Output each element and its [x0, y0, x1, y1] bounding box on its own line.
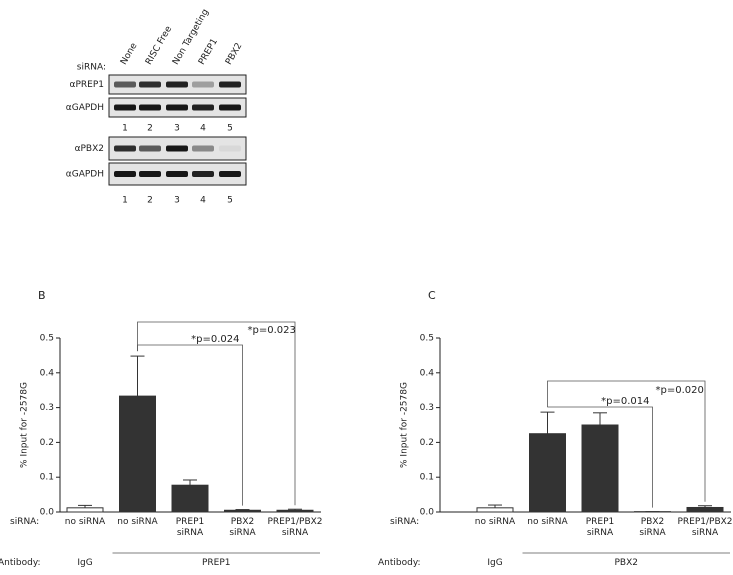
bar — [224, 509, 261, 513]
antibody-label: PBX2 — [614, 558, 639, 568]
blot-band — [166, 145, 188, 152]
antibody-row-label: Antibody: — [0, 558, 41, 568]
blot-band — [114, 171, 136, 177]
y-tick-label: 0.2 — [420, 438, 434, 448]
panel-label: B — [38, 289, 46, 302]
y-tick-label: 0.5 — [420, 334, 434, 344]
lane-number: 4 — [200, 124, 206, 134]
blot-sirna-label: siRNA: — [77, 63, 106, 73]
panel-label: C — [428, 289, 436, 302]
blot-band — [219, 81, 241, 88]
antibody-label: IgG — [77, 558, 93, 568]
lane-number: 1 — [122, 196, 128, 206]
lane-number: 5 — [227, 196, 233, 206]
significance-bracket — [137, 321, 296, 506]
bar — [476, 507, 514, 513]
blot-row-label: αPBX2 — [75, 144, 104, 154]
x-tick-label: no siRNA — [64, 517, 106, 527]
x-tick-label: PBX2 siRNA — [639, 517, 666, 538]
blot-band — [219, 171, 241, 177]
bar — [66, 507, 104, 513]
x-tick-label: PBX2 siRNA — [229, 517, 256, 538]
y-tick-label: 0.3 — [40, 403, 54, 413]
blot-band — [114, 104, 136, 111]
lane-label: RISC Free — [144, 24, 174, 67]
p-value-label: *p=0.023 — [248, 325, 296, 336]
sirna-row-label: siRNA: — [390, 517, 420, 527]
y-tick-label: 0.0 — [420, 508, 435, 518]
lane-number: 5 — [227, 124, 233, 134]
y-tick-label: 0.4 — [40, 368, 55, 378]
bar — [276, 509, 314, 513]
lane-number: 3 — [174, 196, 180, 206]
blot-band — [192, 104, 214, 111]
x-tick-label: PREP1/PBX2 siRNA — [677, 517, 733, 538]
y-tick-label: 0.5 — [40, 334, 54, 344]
y-axis-label: % Input for -2578G — [400, 382, 410, 468]
blot-row-label: αPREP1 — [70, 80, 104, 90]
significance-bracket — [547, 380, 706, 502]
blot-band — [166, 81, 188, 88]
lane-number: 4 — [200, 196, 206, 206]
blot-band — [139, 81, 161, 88]
blot-band — [219, 145, 241, 152]
bar — [581, 424, 619, 513]
sirna-row-label: siRNA: — [10, 517, 40, 527]
y-tick-label: 0.3 — [420, 403, 434, 413]
bar — [119, 395, 156, 513]
p-value-label: *p=0.024 — [191, 334, 239, 345]
y-tick-label: 0.4 — [420, 368, 435, 378]
blot-band — [114, 81, 136, 88]
y-tick-label: 0.2 — [40, 438, 54, 448]
antibody-row-label: Antibody: — [378, 558, 421, 568]
bar — [171, 484, 209, 513]
x-tick-label: PREP1 siRNA — [175, 517, 205, 538]
significance-bracket — [137, 344, 243, 506]
lane-number: 2 — [147, 196, 153, 206]
blot-row-label: αGAPDH — [66, 103, 104, 113]
lane-number: 2 — [147, 124, 153, 134]
blot-band — [219, 104, 241, 111]
blot-band — [192, 171, 214, 177]
y-axis-label: % Input for -2578G — [20, 382, 30, 468]
x-tick-label: PREP1 siRNA — [585, 517, 615, 538]
blot-band — [114, 145, 136, 152]
p-value-label: *p=0.020 — [656, 385, 704, 396]
y-tick-label: 0.1 — [40, 473, 54, 483]
bar — [686, 506, 724, 513]
antibody-label: PREP1 — [201, 558, 231, 568]
x-tick-label: no siRNA — [527, 517, 568, 527]
lane-label: PBX2 — [224, 41, 244, 66]
lane-number: 1 — [122, 124, 128, 134]
blot-band — [139, 104, 161, 111]
antibody-label: IgG — [487, 558, 503, 568]
blot-band — [166, 104, 188, 111]
bar — [529, 433, 566, 513]
y-tick-label: 0.1 — [420, 473, 434, 483]
blot-band — [166, 171, 188, 177]
lane-number: 3 — [174, 124, 180, 134]
lane-label: PREP1 — [197, 37, 220, 67]
p-value-label: *p=0.014 — [601, 396, 649, 407]
lane-label: None — [119, 41, 140, 67]
significance-bracket — [547, 406, 653, 508]
y-tick-label: 0.0 — [40, 508, 55, 518]
blot-row-label: αGAPDH — [66, 170, 104, 180]
blot-band — [192, 81, 214, 88]
blot-band — [192, 145, 214, 152]
x-tick-label: PREP1/PBX2 siRNA — [267, 517, 323, 538]
blot-band — [139, 145, 161, 152]
x-tick-label: no siRNA — [117, 517, 158, 527]
blot-band — [139, 171, 161, 177]
x-tick-label: no siRNA — [474, 517, 516, 527]
